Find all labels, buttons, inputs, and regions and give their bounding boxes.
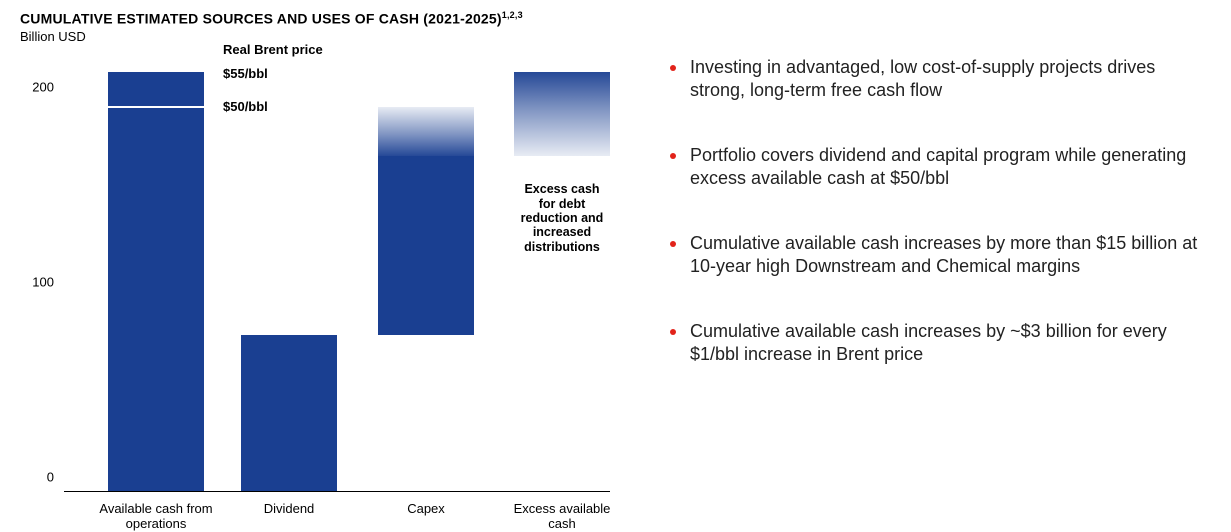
bullet-dot-icon (670, 241, 676, 247)
bar-segment (378, 156, 474, 335)
chart-region: CUMULATIVE ESTIMATED SOURCES AND USES OF… (20, 10, 610, 522)
bullet-item: Cumulative available cash increases by ~… (670, 320, 1201, 366)
bar-segment (108, 107, 204, 491)
chart-title-text: CUMULATIVE ESTIMATED SOURCES AND USES OF… (20, 11, 502, 27)
chart-title-sup: 1,2,3 (502, 10, 523, 20)
bar-segment (378, 107, 474, 156)
bullet-dot-icon (670, 153, 676, 159)
bullet-item: Portfolio covers dividend and capital pr… (670, 144, 1201, 190)
bar (108, 62, 204, 491)
bullet-text: Portfolio covers dividend and capital pr… (690, 144, 1201, 190)
bar-segment (514, 72, 610, 156)
x-axis-label: Capex (366, 502, 486, 517)
plot-area: Real Brent price$55/bbl$50/bblExcess cas… (64, 62, 610, 492)
bar (378, 62, 474, 491)
x-axis-labels: Available cash from operationsDividendCa… (64, 496, 610, 528)
price-legend-row: $50/bbl (223, 99, 268, 114)
y-axis: 0 100 200 (20, 62, 60, 492)
bullet-list: Investing in advantaged, low cost-of-sup… (670, 10, 1201, 522)
bullet-dot-icon (670, 65, 676, 71)
bullet-text: Cumulative available cash increases by m… (690, 232, 1201, 278)
bar-segment (241, 335, 337, 491)
price-legend-title: Real Brent price (223, 42, 323, 57)
bar (241, 62, 337, 491)
bar (514, 62, 610, 491)
bullet-text: Cumulative available cash increases by ~… (690, 320, 1201, 366)
bar-divider (108, 106, 204, 108)
bullet-item: Investing in advantaged, low cost-of-sup… (670, 56, 1201, 102)
chart-title: CUMULATIVE ESTIMATED SOURCES AND USES OF… (20, 10, 610, 27)
plot-wrap: 0100200 Real Brent price$55/bbl$50/bblEx… (20, 62, 610, 522)
y-tick: 200 (32, 80, 54, 95)
x-axis-label: Available cash from operations (96, 502, 216, 532)
price-legend-row: $55/bbl (223, 66, 268, 81)
bar-segment (108, 72, 204, 107)
x-axis-label: Excess available cash (502, 502, 622, 532)
y-tick: 0 (47, 470, 54, 485)
bullet-dot-icon (670, 329, 676, 335)
bullet-text: Investing in advantaged, low cost-of-sup… (690, 56, 1201, 102)
x-axis-label: Dividend (229, 502, 349, 517)
excess-cash-annotation: Excess cashfor debtreduction andincrease… (521, 182, 604, 254)
y-tick: 100 (32, 275, 54, 290)
bullet-item: Cumulative available cash increases by m… (670, 232, 1201, 278)
